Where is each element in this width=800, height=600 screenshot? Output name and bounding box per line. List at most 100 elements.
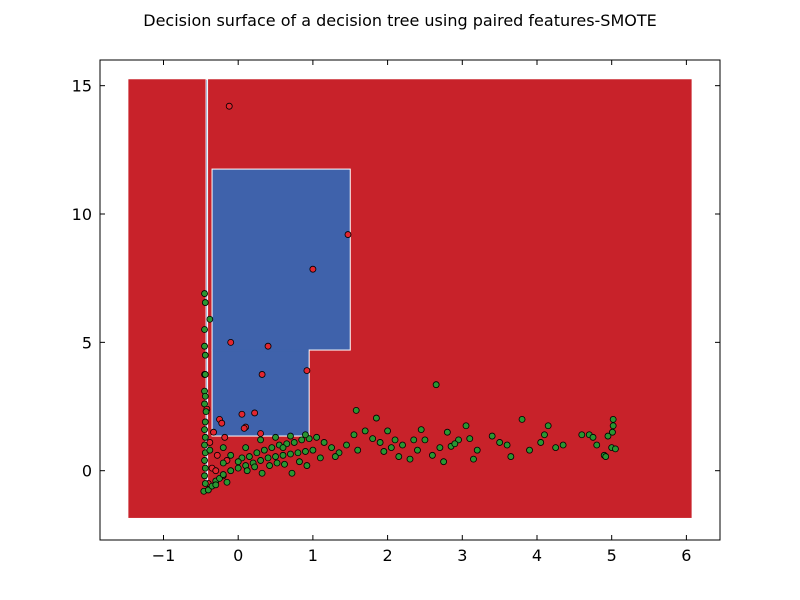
data-point-class-1-86	[552, 444, 560, 451]
data-point-class-1-129	[451, 440, 459, 448]
data-point-class-1-27	[234, 464, 242, 472]
data-point-class-0-2	[309, 265, 317, 273]
data-point-class-1-30	[257, 457, 265, 464]
data-point-class-1-108	[281, 460, 288, 468]
data-point-class-1-114	[279, 444, 287, 451]
data-point-class-1-121	[302, 431, 309, 439]
x-tick-label-2: 1	[308, 546, 318, 565]
y-tick-label-3: 15	[72, 77, 92, 96]
data-point-class-1-115	[206, 446, 214, 454]
data-point-class-1-127	[414, 446, 421, 454]
data-point-class-1-110	[296, 458, 303, 466]
x-tick-label-5: 4	[532, 546, 542, 565]
data-point-class-1-42	[268, 444, 276, 451]
data-point-class-0-24	[212, 467, 220, 475]
decision-region-1	[211, 349, 310, 437]
data-point-class-1-11	[201, 418, 209, 426]
data-point-class-0-3	[227, 338, 235, 346]
data-point-class-1-3	[201, 326, 208, 333]
chart-title: Decision surface of a decision tree usin…	[143, 11, 656, 30]
decision-region-0	[211, 168, 351, 351]
data-point-class-1-40	[253, 449, 261, 457]
data-point-class-0-0	[225, 102, 233, 110]
data-point-class-1-79	[503, 441, 511, 449]
x-tick-label-6: 5	[607, 546, 617, 565]
data-point-class-1-58	[376, 439, 384, 446]
data-point-class-1-122	[316, 454, 324, 462]
data-point-class-1-90	[589, 433, 597, 441]
data-point-class-1-124	[354, 446, 362, 454]
x-tick-label-4: 3	[457, 546, 467, 565]
data-point-class-1-53	[350, 431, 358, 439]
data-point-class-1-97	[609, 422, 617, 430]
x-tick-label-3: 2	[382, 546, 392, 565]
data-point-class-1-75	[470, 455, 477, 463]
data-point-class-1-64	[410, 436, 418, 444]
data-point-class-1-85	[544, 422, 552, 430]
data-point-class-1-49	[320, 439, 328, 446]
data-point-class-1-76	[473, 446, 481, 454]
data-point-class-1-9	[201, 400, 208, 408]
data-point-class-1-10	[202, 408, 210, 416]
data-point-class-1-102	[234, 458, 242, 466]
data-point-class-1-62	[399, 441, 406, 449]
x-tick-label-7: 6	[681, 546, 691, 565]
data-point-class-1-6	[201, 371, 209, 378]
data-point-class-1-78	[496, 439, 504, 446]
data-point-class-1-126	[395, 453, 403, 460]
data-point-class-1-14	[201, 441, 208, 449]
data-point-class-1-48	[313, 433, 321, 441]
data-point-class-1-83	[537, 439, 545, 446]
data-point-class-1-2	[206, 315, 214, 323]
axes-frame	[99, 59, 721, 541]
data-point-class-0-16	[221, 433, 229, 441]
plot-area: −1 0 1 2 3 4 5 6 0 5 10 15	[72, 59, 721, 565]
data-point-class-1-84	[541, 431, 548, 439]
data-point-class-1-101	[227, 451, 235, 459]
data-point-class-1-61	[391, 436, 399, 444]
data-point-class-1-18	[201, 472, 208, 480]
data-point-class-1-111	[303, 462, 311, 469]
data-point-class-1-39	[245, 453, 253, 460]
data-point-class-1-73	[462, 422, 470, 430]
data-point-class-0-1	[344, 231, 352, 238]
data-point-class-1-41	[260, 446, 268, 454]
data-point-class-1-36	[302, 448, 309, 455]
data-point-class-1-33	[279, 451, 287, 459]
data-point-class-1-74	[466, 435, 474, 443]
data-point-class-1-63	[406, 455, 414, 463]
data-point-class-1-98	[602, 453, 610, 460]
data-point-class-1-46	[298, 436, 306, 444]
data-point-class-0-6	[303, 367, 311, 374]
data-point-class-1-45	[290, 439, 298, 446]
data-point-class-1-95	[609, 415, 617, 423]
data-point-class-1-117	[242, 444, 250, 451]
y-tick-label-0: 0	[82, 462, 92, 481]
data-point-class-0-8	[251, 409, 259, 417]
data-point-class-1-60	[387, 444, 395, 451]
data-point-class-1-5	[201, 351, 209, 359]
data-point-class-1-119	[272, 433, 279, 441]
data-point-class-0-23	[257, 430, 265, 437]
data-point-class-1-103	[243, 467, 251, 475]
data-point-class-1-100	[219, 459, 227, 467]
data-point-class-1-25	[219, 471, 227, 478]
data-point-class-1-13	[201, 433, 209, 441]
data-point-class-1-37	[309, 446, 317, 454]
data-point-class-1-52	[343, 441, 350, 449]
data-point-class-1-106	[266, 462, 273, 469]
data-point-class-1-34	[287, 450, 294, 458]
data-point-class-0-7	[238, 410, 246, 418]
data-point-class-1-55	[361, 427, 369, 435]
data-point-class-0-15	[210, 428, 217, 436]
data-point-class-1-112	[212, 481, 220, 489]
data-point-class-1-107	[273, 459, 281, 467]
decision-region-join	[212, 349, 309, 352]
data-point-class-0-10	[240, 424, 248, 432]
data-point-class-1-128	[436, 444, 444, 451]
data-point-class-0-5	[258, 371, 266, 378]
data-point-class-1-93	[604, 432, 612, 440]
x-tick-label-0: −1	[152, 546, 176, 565]
data-point-class-1-123	[331, 453, 339, 460]
